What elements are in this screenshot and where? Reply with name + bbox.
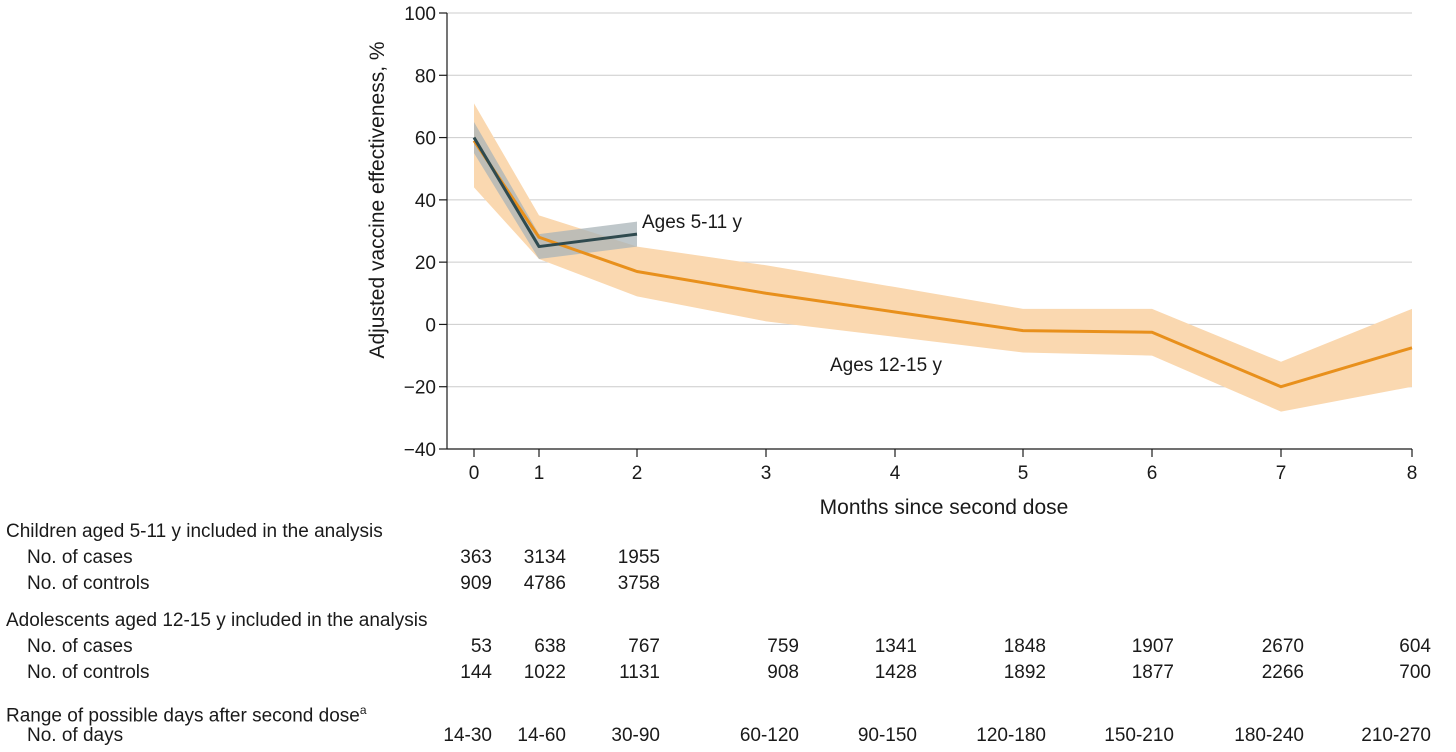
y-tick-label-0: 0 <box>425 315 436 336</box>
y-tick-label-60: 60 <box>415 129 436 150</box>
x-tick-label-5: 5 <box>1018 463 1029 484</box>
confidence-bands <box>474 103 1412 412</box>
y-tick-label-80: 80 <box>415 66 436 87</box>
x-tick-label-8: 8 <box>1407 463 1418 484</box>
x-tick-label-6: 6 <box>1147 463 1158 484</box>
x-tick-label-2: 2 <box>632 463 643 484</box>
x-tick-label-1: 1 <box>534 463 545 484</box>
series-labels: Ages 5-11 y Ages 12-15 y <box>642 212 942 376</box>
x-tick-label-4: 4 <box>890 463 901 484</box>
x-tick-label-0: 0 <box>469 463 480 484</box>
ages-12-15-ci-band <box>474 103 1412 412</box>
ages-5-11-line <box>472 136 638 249</box>
y-tick-label--20: −20 <box>404 378 436 399</box>
y-tick-label-100: 100 <box>404 4 436 25</box>
y-tick-label--40: −40 <box>404 440 436 461</box>
x-tick-label-3: 3 <box>761 463 772 484</box>
axes: −40 −20 0 20 40 60 80 100 0 1 2 3 4 5 6 7 8 <box>404 4 1418 484</box>
y-tick-label-40: 40 <box>415 191 436 212</box>
y-axis-title: Adjusted vaccine effectiveness, % <box>366 41 389 358</box>
ages-12-15-label: Ages 12-15 y <box>830 355 942 376</box>
y-tick-label-20: 20 <box>415 253 436 274</box>
ages-5-11-label: Ages 5-11 y <box>642 212 742 233</box>
x-axis-title: Months since second dose <box>820 496 1069 519</box>
ages-12-15-line <box>472 139 1413 389</box>
series-lines <box>472 136 1413 389</box>
x-tick-label-7: 7 <box>1276 463 1287 484</box>
